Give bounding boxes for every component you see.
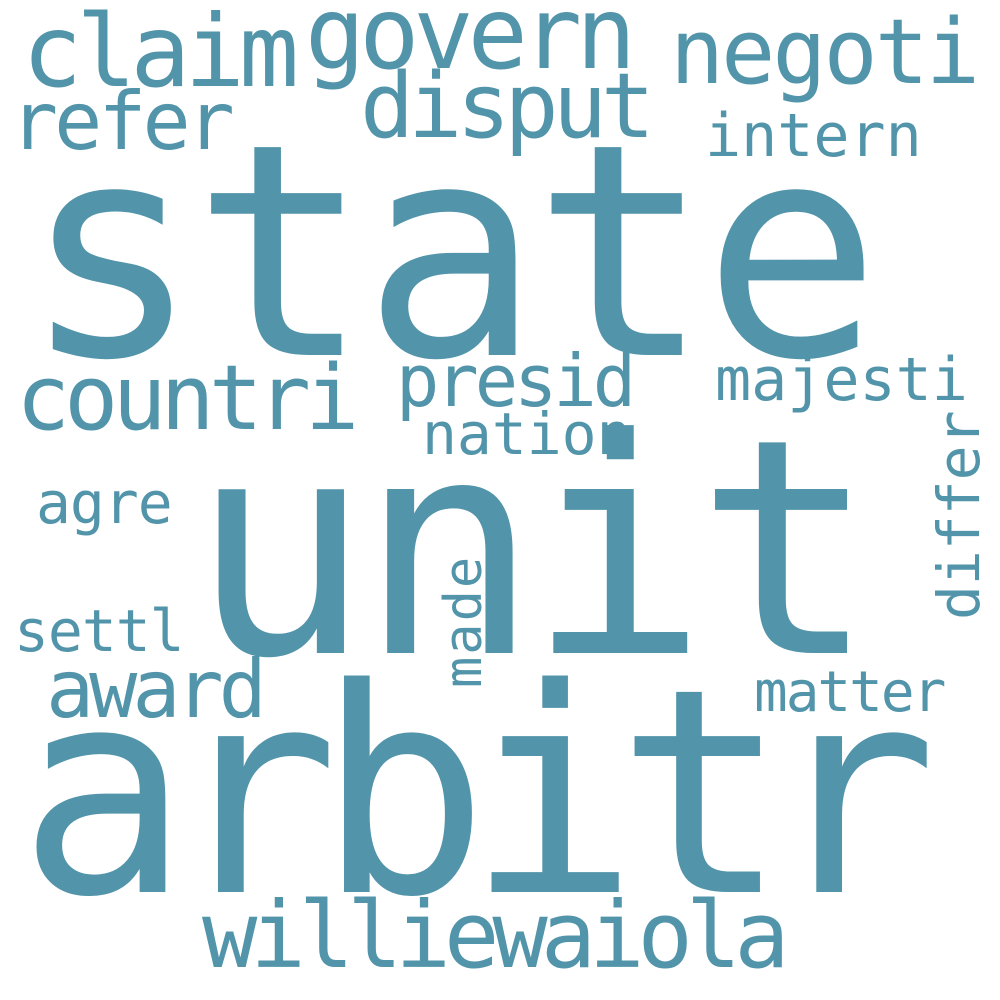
word-presid: presid — [396, 339, 636, 423]
word-intern: intern — [705, 101, 922, 171]
word-nation: nation — [422, 400, 632, 468]
word-state: state — [22, 80, 881, 425]
word-countri: countri — [16, 346, 359, 451]
word-williewaiola: williewaiola — [202, 882, 790, 989]
word-agre: agre — [36, 469, 173, 537]
word-unit: unit — [190, 375, 876, 724]
word-disput: disput — [360, 54, 655, 159]
word-made: made — [434, 554, 494, 688]
word-differ: differ — [925, 410, 993, 620]
word-award: award — [46, 643, 267, 736]
word-majesti: majesti — [715, 345, 968, 415]
word-claim: claim — [22, 0, 299, 110]
word-settl: settl — [14, 597, 185, 665]
word-arbitr: arbitr — [18, 628, 938, 960]
word-matter: matter — [754, 660, 946, 725]
word-negoti: negoti — [670, 0, 980, 105]
word-govern: govern — [305, 0, 636, 92]
word-refer: refer — [10, 75, 235, 168]
